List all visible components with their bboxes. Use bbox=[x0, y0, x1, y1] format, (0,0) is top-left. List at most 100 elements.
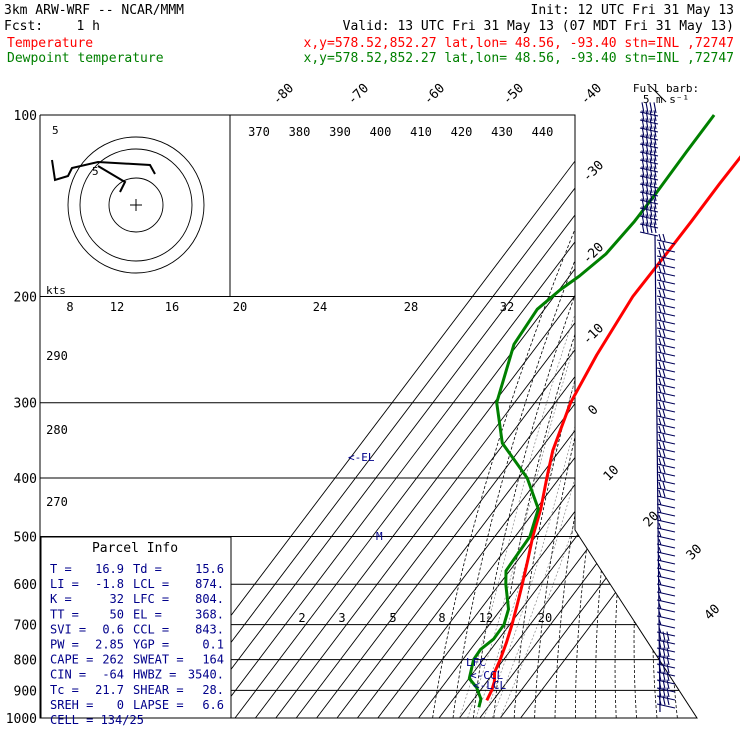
wind-barb bbox=[639, 126, 659, 141]
hodograph-trace bbox=[51, 159, 156, 193]
parcel-param-value: 32 bbox=[110, 592, 124, 606]
theta-label: 290 bbox=[46, 349, 68, 363]
wind-barb bbox=[656, 595, 676, 605]
wind-barb bbox=[656, 369, 676, 381]
isotherm-line bbox=[173, 115, 631, 718]
wind-barb bbox=[656, 425, 676, 437]
wind-barb bbox=[656, 273, 676, 285]
parcel-param-value: 28. bbox=[202, 683, 224, 697]
parcel-param-label: Tc = bbox=[50, 683, 79, 697]
wind-barb bbox=[656, 313, 676, 325]
wind-barb bbox=[656, 619, 676, 629]
ccl-marker: <-CCL bbox=[470, 669, 503, 682]
isotherm-line bbox=[214, 115, 672, 718]
hodograph-tick-label: 24 bbox=[313, 300, 327, 314]
hodograph-outer-ring bbox=[67, 136, 205, 274]
pressure-tick-label: 300 bbox=[14, 397, 37, 412]
wind-barb bbox=[656, 337, 676, 349]
isotherm-line bbox=[275, 115, 697, 718]
isotherm-label: 0 bbox=[585, 402, 601, 418]
parcel-param-label: LCL = bbox=[133, 577, 169, 591]
parcel-param-value: 804. bbox=[195, 592, 224, 606]
dry-adiabat bbox=[452, 115, 635, 718]
parcel-param-value: 164 bbox=[202, 653, 224, 667]
dry-adiabat bbox=[705, 115, 740, 718]
wind-barb bbox=[639, 214, 659, 229]
wind-barb bbox=[656, 539, 676, 549]
hodograph-middle-ring bbox=[79, 148, 193, 262]
parcel-param-label: HWBZ = bbox=[133, 668, 176, 682]
wind-barb bbox=[656, 417, 676, 429]
parcel-param-value: 0.6 bbox=[102, 622, 124, 636]
theta-label: 420 bbox=[451, 125, 473, 139]
level-annotations: <-EL M LFC <-CCL <-LCL bbox=[348, 451, 506, 692]
isotherm-label: 40 bbox=[702, 602, 724, 624]
wind-barb bbox=[656, 679, 676, 693]
parcel-param-value: 0 bbox=[117, 698, 124, 712]
isotherm-label: 30 bbox=[684, 542, 706, 564]
moist-adiabat bbox=[491, 296, 626, 718]
wind-barb bbox=[656, 305, 676, 317]
pressure-tick-label: 600 bbox=[14, 578, 37, 593]
parcel-param-label: CCL = bbox=[133, 622, 169, 636]
parcel-info-box bbox=[40, 536, 232, 719]
pressure-tick-label: 800 bbox=[14, 654, 37, 669]
dry-adiabat bbox=[670, 115, 697, 718]
parcel-param-value: 3540. bbox=[188, 668, 224, 682]
parcel-param-value: 843. bbox=[195, 622, 224, 636]
wind-barb bbox=[656, 321, 676, 333]
wind-barb bbox=[656, 523, 676, 533]
wind-barb bbox=[656, 655, 676, 669]
wind-barb bbox=[656, 611, 676, 621]
wind-barb bbox=[639, 110, 659, 125]
wind-barb bbox=[656, 687, 676, 701]
barb-key-symbol bbox=[649, 85, 667, 103]
wind-barb bbox=[639, 190, 659, 205]
theta-label: 370 bbox=[248, 125, 270, 139]
wind-barb bbox=[656, 671, 676, 685]
parcel-param-value: 874. bbox=[195, 577, 224, 591]
wind-barb bbox=[656, 647, 676, 661]
wind-barb bbox=[656, 393, 676, 405]
parcel-param-value: 6.6 bbox=[202, 698, 224, 712]
dry-adiabat bbox=[652, 115, 697, 718]
wind-barb bbox=[656, 571, 676, 581]
wind-barb bbox=[656, 329, 676, 341]
wind-barb-column bbox=[639, 85, 676, 713]
dry-adiabat bbox=[473, 115, 646, 718]
parcel-param-label: SREH = bbox=[50, 698, 93, 712]
wind-barb bbox=[656, 377, 676, 389]
wind-barb bbox=[639, 206, 659, 221]
parcel-param-value: 2.85 bbox=[95, 638, 124, 652]
wind-barb bbox=[656, 603, 676, 613]
wind-barb bbox=[656, 663, 676, 677]
wind-barb bbox=[656, 507, 676, 517]
dry-adiabat bbox=[493, 115, 656, 718]
skew-line-field bbox=[153, 115, 740, 718]
parcel-param-value: 50 bbox=[110, 607, 124, 621]
m-marker: M bbox=[376, 530, 383, 543]
parcel-param-label: SVI = bbox=[50, 622, 86, 636]
parcel-param-label: LAPSE = bbox=[133, 698, 184, 712]
wind-barb bbox=[656, 531, 676, 541]
hodograph-tick-label: 20 bbox=[233, 300, 247, 314]
wind-barb bbox=[639, 118, 659, 133]
theta-label: 440 bbox=[532, 125, 554, 139]
wind-barb bbox=[656, 587, 676, 597]
hodograph-tick-label: 16 bbox=[165, 300, 179, 314]
valid-time: Valid: 13 UTC Fri 31 May 13 (07 MDT Fri … bbox=[343, 19, 734, 34]
dry-adiabat bbox=[534, 115, 677, 718]
hodograph-ring-label: 5 bbox=[92, 165, 99, 178]
pressure-tick-label: 400 bbox=[14, 472, 37, 487]
wind-barb bbox=[656, 627, 676, 637]
wind-barb bbox=[656, 489, 676, 501]
wind-barb bbox=[656, 345, 676, 357]
wind-barb bbox=[656, 289, 676, 301]
el-marker: <-EL bbox=[348, 451, 375, 464]
mixing-ratio-label: 12 bbox=[479, 611, 493, 625]
wind-barb bbox=[639, 182, 659, 197]
lcl-marker: <-LCL bbox=[473, 679, 506, 692]
theta-label: 400 bbox=[370, 125, 392, 139]
temperature-legend-info: x,y=578.52,852.27 lat,lon= 48.56, -93.40… bbox=[304, 36, 734, 51]
